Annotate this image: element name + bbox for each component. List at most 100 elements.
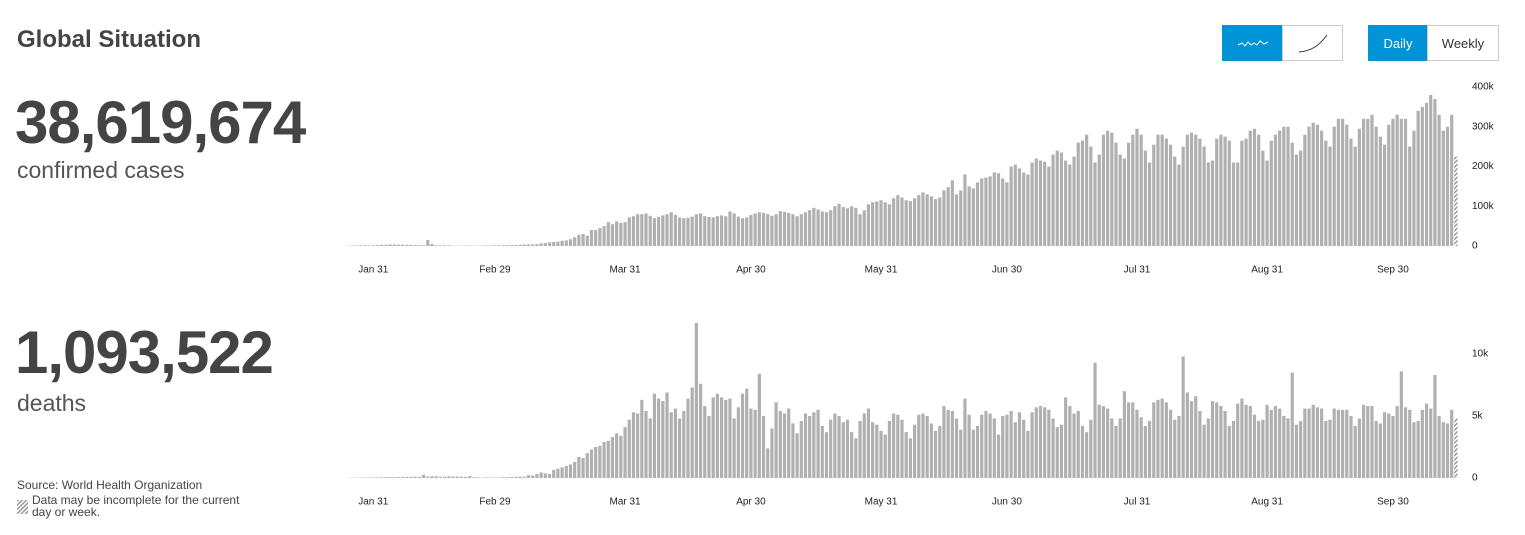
bar — [900, 197, 904, 246]
bar — [1429, 408, 1433, 478]
bar — [1009, 411, 1013, 478]
bar — [384, 477, 388, 478]
bar — [1366, 406, 1370, 478]
bar — [388, 477, 392, 478]
bar — [1076, 142, 1080, 246]
bar — [1357, 128, 1361, 246]
bar — [577, 456, 581, 478]
bar — [858, 214, 862, 246]
bar — [883, 202, 887, 246]
bar — [505, 477, 510, 478]
bar — [514, 476, 518, 478]
linear-view-button[interactable] — [1222, 25, 1283, 61]
bar — [1164, 138, 1168, 246]
bar — [1210, 401, 1215, 478]
bar — [812, 412, 816, 478]
bar — [1244, 138, 1248, 246]
bar — [1261, 150, 1265, 246]
period-button[interactable]: Daily — [1368, 25, 1428, 61]
bar — [417, 476, 422, 478]
bar — [380, 244, 384, 246]
bar — [1370, 114, 1374, 246]
bar — [1412, 130, 1416, 246]
y-tick-label: 400k — [1472, 82, 1495, 93]
bar — [1231, 162, 1236, 246]
bar — [1265, 160, 1269, 246]
bar — [1424, 102, 1429, 247]
bar — [1450, 114, 1454, 246]
bar — [1299, 420, 1303, 478]
bar — [707, 416, 711, 478]
bar — [912, 424, 917, 478]
bar — [711, 397, 715, 478]
bar — [820, 425, 824, 478]
bar — [594, 447, 598, 478]
bar — [1013, 164, 1017, 246]
bar — [1236, 403, 1240, 478]
bar — [724, 399, 728, 478]
x-tick-label: Jun 30 — [992, 265, 1022, 276]
bar — [954, 194, 959, 246]
bar — [690, 387, 694, 478]
bar — [938, 425, 942, 478]
headline-label: deaths — [17, 390, 87, 416]
bar — [631, 216, 636, 246]
bar — [1047, 409, 1051, 478]
bar — [938, 197, 942, 246]
y-tick-label: 0 — [1472, 473, 1478, 484]
bar — [875, 201, 879, 246]
bar — [1441, 422, 1445, 478]
bar — [610, 437, 615, 478]
bar — [992, 418, 996, 478]
bar — [1278, 130, 1282, 246]
bar — [1059, 152, 1064, 246]
bar — [1416, 420, 1420, 478]
cumulative-view-button[interactable] — [1282, 25, 1343, 61]
bar — [1080, 425, 1085, 478]
bar — [1303, 134, 1307, 246]
bar — [531, 244, 535, 246]
bar — [1320, 408, 1324, 478]
bar — [602, 226, 606, 246]
period-button[interactable]: Weekly — [1427, 25, 1499, 61]
bar — [682, 218, 686, 246]
x-tick-label: May 31 — [865, 265, 898, 276]
bar — [1328, 146, 1332, 246]
icon — [1237, 40, 1268, 47]
bar — [1030, 162, 1034, 246]
bar — [1328, 419, 1332, 478]
bar — [959, 429, 963, 478]
bar — [1341, 409, 1345, 478]
bar — [1005, 414, 1009, 478]
headline-number: 38,619,674 — [15, 89, 306, 156]
bar — [782, 211, 787, 246]
bar — [1244, 404, 1248, 478]
bar — [573, 237, 577, 246]
bar — [1198, 411, 1202, 478]
bar — [988, 176, 992, 246]
bar — [602, 442, 606, 478]
bar — [1382, 144, 1387, 246]
bar — [560, 240, 564, 246]
bar — [392, 477, 396, 478]
bar — [992, 172, 996, 246]
bar — [359, 245, 363, 246]
bar — [686, 217, 690, 246]
bar — [1320, 130, 1324, 246]
bar — [854, 207, 858, 246]
bar — [1454, 418, 1458, 478]
bar — [1273, 134, 1278, 246]
x-tick-label: Sep 30 — [1377, 497, 1409, 508]
bar — [657, 216, 661, 246]
bar — [862, 210, 866, 246]
bar — [719, 215, 724, 246]
bar — [678, 217, 682, 246]
bar — [770, 215, 774, 246]
bar — [1387, 124, 1391, 246]
bar — [1139, 134, 1143, 246]
bar — [841, 422, 845, 478]
bar — [904, 200, 908, 246]
bar — [1382, 412, 1387, 478]
bar — [1231, 420, 1236, 478]
bar — [627, 419, 631, 478]
